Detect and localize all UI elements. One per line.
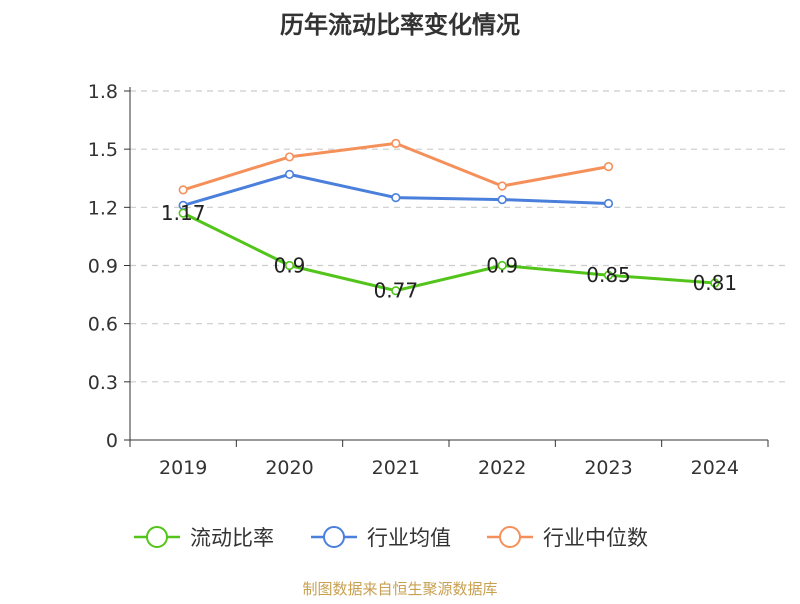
- series-lines: [178, 138, 720, 296]
- data-point[interactable]: [497, 194, 507, 205]
- data-point[interactable]: [710, 278, 720, 288]
- legend-marker: [499, 526, 521, 548]
- data-point[interactable]: [178, 208, 188, 218]
- legend[interactable]: 流动比率 行业均值 行业中位数: [134, 526, 648, 550]
- legend-label: 行业中位数: [543, 526, 648, 550]
- grid-lines: [130, 90, 790, 383]
- data-label: 0.81: [693, 271, 738, 295]
- data-point[interactable]: [391, 193, 401, 203]
- data-label: 0.85: [586, 263, 631, 287]
- x-tick-label: 2020: [265, 457, 313, 479]
- x-tick-label: 2024: [691, 457, 739, 479]
- data-point[interactable]: [391, 138, 401, 148]
- data-point[interactable]: [603, 198, 614, 209]
- legend-item[interactable]: 行业中位数: [487, 526, 648, 550]
- source-note: 制图数据来自恒生聚源数据库: [302, 580, 497, 598]
- data-point[interactable]: [391, 286, 401, 296]
- y-tick-label: 0.6: [88, 314, 118, 336]
- series-line: [182, 141, 609, 192]
- data-label: 0.77: [374, 279, 419, 303]
- y-tick-label: 1.5: [88, 139, 118, 161]
- legend-item[interactable]: 流动比率: [134, 526, 274, 550]
- legend-label: 流动比率: [190, 526, 274, 550]
- y-tick-label: 0: [106, 430, 118, 452]
- legend-label: 行业均值: [367, 526, 451, 550]
- chart-title: 历年流动比率变化情况: [280, 11, 520, 39]
- legend-item[interactable]: 行业均值: [311, 526, 451, 550]
- axes: 0 0.3 0.6 0.9 1.2 1.5 1.8 2019 2020 2021 2022 2023 2…: [88, 81, 769, 479]
- legend-marker: [323, 526, 345, 548]
- data-label: 0.9: [486, 254, 518, 278]
- data-point[interactable]: [603, 162, 614, 172]
- x-tick-label: 2023: [584, 457, 632, 479]
- y-tick-label: 0.3: [88, 372, 118, 394]
- data-labels: 1.17 0.9 0.77 0.9 0.85 0.81: [161, 201, 737, 303]
- data-point[interactable]: [603, 270, 614, 280]
- x-tick-label: 2019: [159, 457, 207, 479]
- legend-marker: [146, 526, 168, 548]
- data-point[interactable]: [284, 260, 295, 271]
- y-tick-label: 1.8: [88, 81, 118, 103]
- data-point[interactable]: [497, 181, 507, 191]
- data-label: 0.9: [274, 254, 306, 278]
- series-line: [182, 211, 715, 293]
- data-point[interactable]: [178, 185, 188, 195]
- x-tick-label: 2021: [372, 457, 420, 479]
- y-tick-label: 0.9: [88, 256, 118, 278]
- y-tick-label: 1.2: [88, 197, 118, 219]
- data-label: 1.17: [161, 201, 206, 225]
- data-point[interactable]: [284, 152, 295, 162]
- data-point[interactable]: [497, 260, 507, 271]
- data-point[interactable]: [284, 169, 295, 179]
- x-tick-label: 2022: [478, 457, 526, 479]
